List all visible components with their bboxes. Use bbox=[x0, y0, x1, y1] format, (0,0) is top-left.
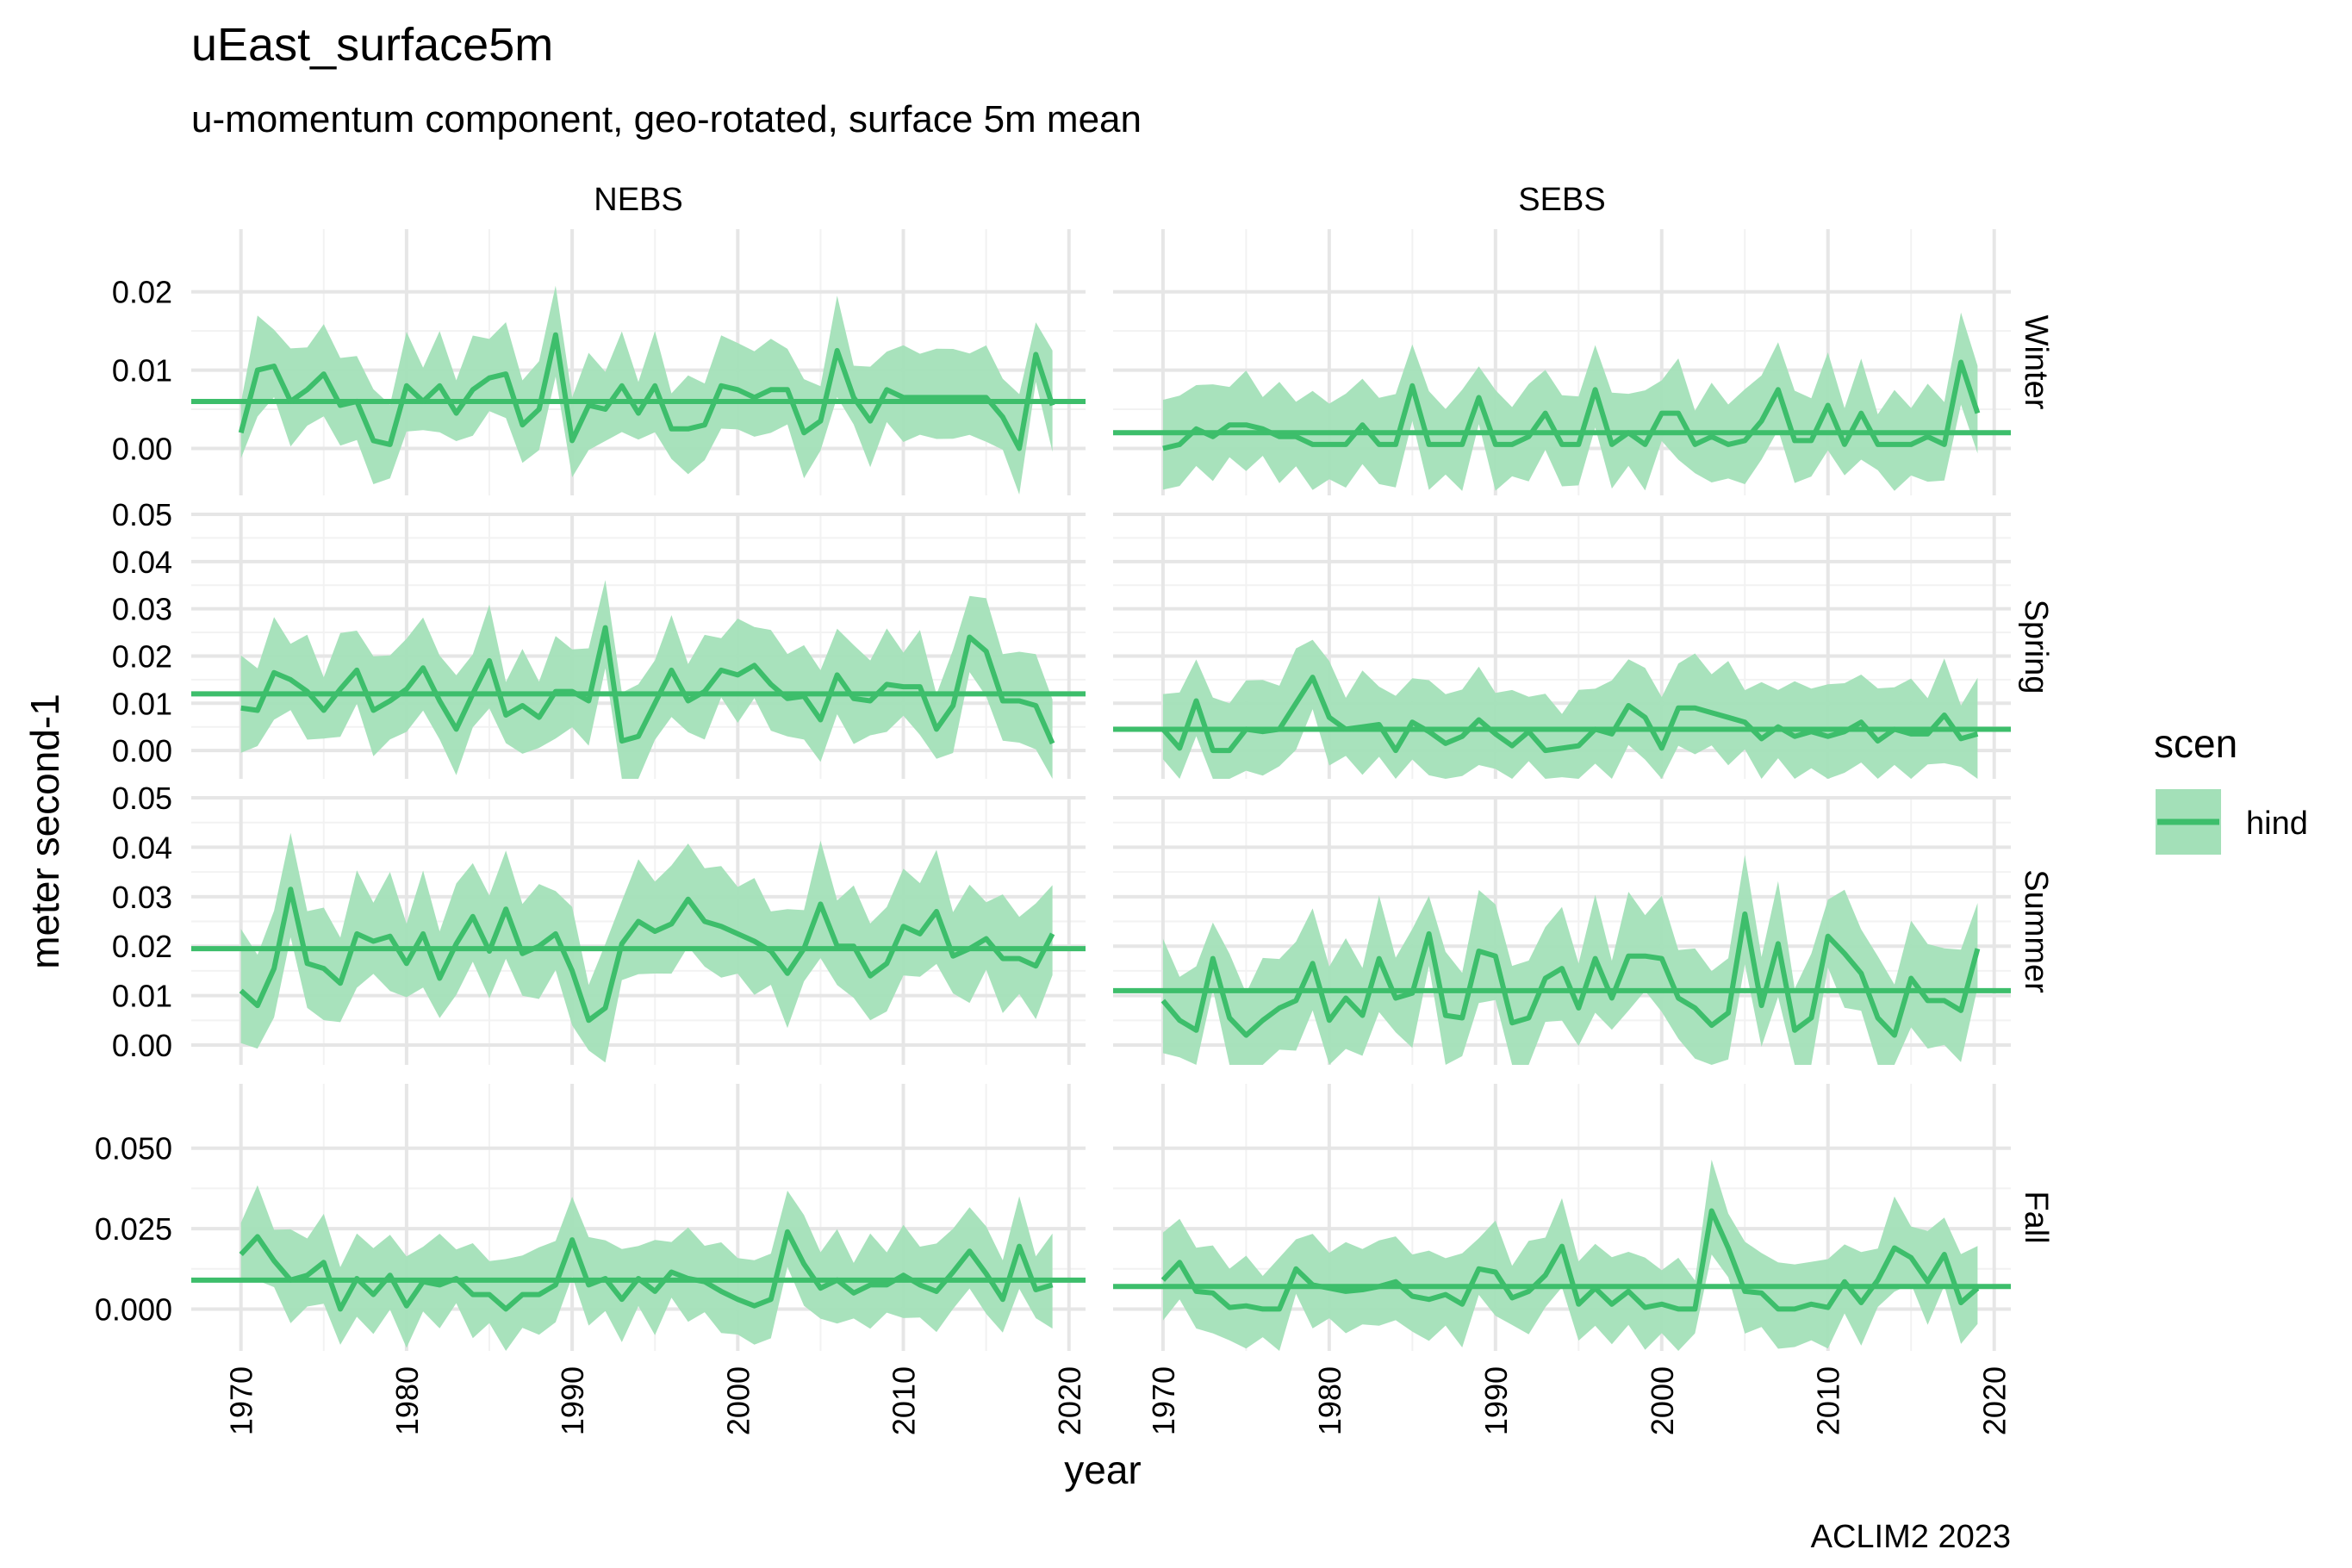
ribbon-nebs-spring bbox=[240, 580, 1053, 779]
y-tick-label: 0.00 bbox=[112, 431, 172, 466]
ribbon-sebs-spring bbox=[1162, 639, 1978, 779]
series-line-sebs-fall bbox=[1160, 1208, 1980, 1312]
caption: ACLIM2 2023 bbox=[1811, 1519, 2011, 1555]
strip-label-fall: Fall bbox=[2018, 1191, 2054, 1243]
chart-subtitle: u-momentum component, geo-rotated, surfa… bbox=[191, 98, 1142, 140]
panel-nebs-winter bbox=[191, 229, 1086, 495]
x-tick-label-1980: 1980 bbox=[1312, 1366, 1347, 1435]
x-tick-label-2010: 2010 bbox=[1811, 1366, 1846, 1435]
series-line-sebs-summer bbox=[1160, 911, 1981, 1038]
x-tick-label-2020: 2020 bbox=[1977, 1366, 2013, 1435]
strip-label-summer: Summer bbox=[2018, 869, 2054, 993]
panel-nebs-spring bbox=[191, 513, 1086, 779]
panel-sebs-winter bbox=[1113, 229, 2011, 495]
series-line-sebs-spring bbox=[1160, 675, 1979, 754]
x-tick-label-2000: 2000 bbox=[720, 1366, 756, 1435]
chart-title: uEast_surface5m bbox=[191, 19, 553, 71]
ribbon-sebs-summer bbox=[1162, 855, 1978, 1065]
x-tick-label-1970: 1970 bbox=[1146, 1366, 1181, 1435]
y-tick-label: 0.04 bbox=[112, 544, 172, 580]
x-tick-label-2000: 2000 bbox=[1645, 1366, 1680, 1435]
y-tick-label: 0.01 bbox=[112, 686, 172, 721]
x-tick-label-1980: 1980 bbox=[389, 1366, 425, 1435]
strip-label-sebs: SEBS bbox=[1518, 182, 1605, 218]
strip-label-nebs: NEBS bbox=[594, 182, 682, 218]
x-tick-label-1970: 1970 bbox=[224, 1366, 259, 1435]
panel-nebs-fall bbox=[191, 1084, 1086, 1351]
y-tick-label: 0.000 bbox=[95, 1291, 172, 1327]
series-line-nebs-summer bbox=[239, 887, 1055, 1024]
legend-entry-hind: hind bbox=[2246, 806, 2308, 842]
x-tick-label-1990: 1990 bbox=[1478, 1366, 1514, 1435]
y-tick-label: 0.01 bbox=[112, 353, 172, 389]
ribbon-sebs-winter bbox=[1162, 312, 1978, 491]
panel-sebs-summer bbox=[1113, 796, 2011, 1065]
y-tick-label: 0.03 bbox=[112, 592, 172, 627]
series-line-nebs-fall bbox=[239, 1229, 1054, 1312]
series-line-sebs-winter bbox=[1162, 359, 1981, 451]
ribbon-nebs-winter bbox=[240, 285, 1053, 495]
y-tick-label: 0.04 bbox=[112, 830, 172, 865]
y-tick-label: 0.02 bbox=[112, 929, 172, 964]
y-tick-label: 0.05 bbox=[112, 781, 172, 816]
y-tick-label: 0.00 bbox=[112, 733, 172, 768]
x-tick-label-2020: 2020 bbox=[1052, 1366, 1087, 1435]
panel-nebs-summer bbox=[191, 796, 1086, 1065]
panel-sebs-spring bbox=[1113, 513, 2011, 779]
strip-label-spring: Spring bbox=[2018, 600, 2054, 694]
y-tick-label: 0.01 bbox=[112, 979, 172, 1014]
y-tick-label: 0.02 bbox=[112, 638, 172, 674]
series-line-nebs-spring bbox=[240, 625, 1055, 745]
y-axis-label: meter second-1 bbox=[22, 694, 67, 969]
strip-label-winter: Winter bbox=[2018, 315, 2054, 410]
panel-sebs-fall bbox=[1113, 1084, 2011, 1351]
y-tick-label: 0.02 bbox=[112, 275, 172, 310]
legend: scen hind bbox=[2154, 721, 2308, 855]
ribbon-nebs-fall bbox=[240, 1185, 1053, 1351]
x-tick-label-1990: 1990 bbox=[555, 1366, 590, 1435]
y-tick-label: 0.00 bbox=[112, 1028, 172, 1063]
series-line-nebs-winter bbox=[238, 332, 1055, 451]
x-axis-label: year bbox=[1064, 1447, 1141, 1492]
y-tick-label: 0.05 bbox=[112, 497, 172, 532]
y-tick-label: 0.050 bbox=[95, 1131, 172, 1167]
y-tick-label: 0.025 bbox=[95, 1211, 172, 1247]
panels-layer: NEBS SEBS Winter Spring Summer Fall 0.00 0.01 0.… bbox=[95, 182, 2054, 1435]
legend-title: scen bbox=[2154, 721, 2237, 766]
x-tick-label-2010: 2010 bbox=[887, 1366, 922, 1435]
y-tick-label: 0.03 bbox=[112, 880, 172, 915]
